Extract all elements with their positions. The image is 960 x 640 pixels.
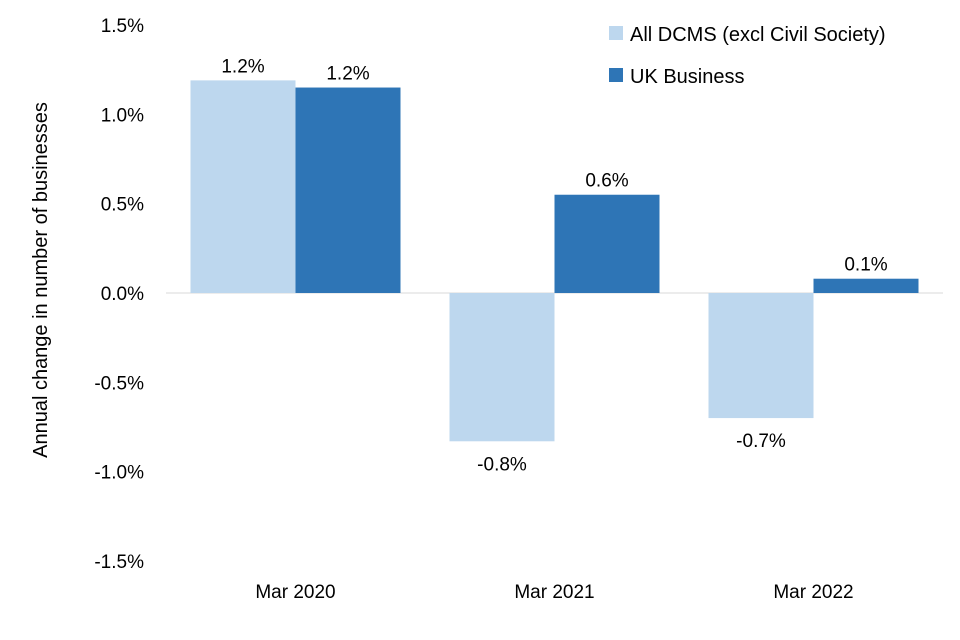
y-tick-label: -0.5% (94, 373, 144, 394)
bar-data-label: 0.1% (844, 255, 887, 276)
x-axis: Mar 2020 Mar 2021 Mar 2022 (255, 582, 853, 603)
bar (190, 80, 296, 294)
y-tick-label: -1.5% (94, 552, 144, 573)
bar (295, 87, 401, 294)
y-axis: 1.5% 1.0% 0.5% 0.0% -0.5% -1.0% -1.5% (94, 16, 144, 573)
x-tick-label: Mar 2022 (773, 582, 853, 603)
bar-data-label: 1.2% (221, 56, 264, 77)
legend-swatch (609, 26, 623, 40)
y-tick-label: 1.5% (101, 16, 144, 37)
bar-data-label: 0.6% (585, 171, 628, 192)
bar (449, 293, 555, 442)
x-tick-label: Mar 2020 (255, 582, 335, 603)
bar-data-label: 1.2% (326, 64, 369, 85)
legend-swatch (609, 68, 623, 82)
bar (813, 278, 919, 293)
legend-label: UK Business (630, 66, 745, 88)
bar (708, 293, 814, 419)
y-tick-label: 0.5% (101, 195, 144, 216)
bars-group (190, 80, 919, 442)
data-labels-group: 1.2% -0.8% -0.7% 1.2% 0.6% 0.1% (221, 56, 887, 475)
bar-data-label: -0.8% (477, 454, 527, 475)
x-tick-label: Mar 2021 (514, 582, 594, 603)
legend-label: All DCMS (excl Civil Society) (630, 24, 886, 46)
legend: All DCMS (excl Civil Society) UK Business (609, 24, 886, 88)
y-tick-label: 1.0% (101, 105, 144, 126)
y-axis-title: Annual change in number of businesses (30, 102, 52, 458)
y-tick-label: -1.0% (94, 463, 144, 484)
bar-data-label: -0.7% (736, 431, 786, 452)
y-tick-label: 0.0% (101, 284, 144, 305)
bar (554, 194, 660, 293)
